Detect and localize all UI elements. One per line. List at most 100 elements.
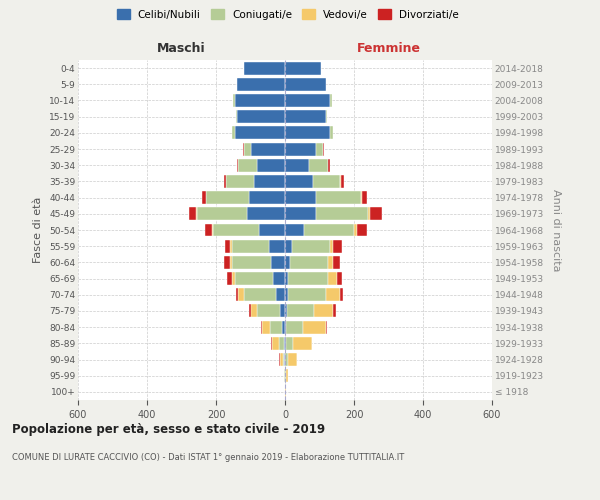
Bar — [313, 175, 340, 188]
Bar — [330, 126, 334, 140]
Bar — [328, 256, 334, 269]
Bar — [232, 256, 271, 269]
Bar — [285, 208, 316, 220]
Bar — [232, 272, 235, 285]
Bar — [284, 337, 285, 350]
Bar — [236, 110, 285, 123]
Bar — [285, 126, 330, 140]
Bar — [271, 256, 285, 269]
Bar — [242, 142, 244, 156]
Bar — [224, 240, 230, 252]
Bar — [285, 142, 316, 156]
Bar — [287, 304, 314, 318]
Bar — [270, 320, 282, 334]
Text: COMUNE DI LURATE CACCIVIO (CO) - Dati ISTAT 1° gennaio 2019 - Elaborazione TUTTI: COMUNE DI LURATE CACCIVIO (CO) - Dati IS… — [12, 452, 404, 462]
Bar — [257, 304, 280, 318]
Bar — [230, 240, 232, 252]
Bar — [290, 256, 328, 269]
Bar — [334, 304, 336, 318]
Bar — [259, 224, 285, 236]
Bar — [285, 94, 330, 107]
Bar — [190, 208, 196, 220]
Bar — [326, 320, 328, 334]
Bar — [304, 224, 354, 236]
Bar — [285, 256, 290, 269]
Bar — [316, 208, 368, 220]
Bar — [326, 288, 340, 301]
Bar — [251, 304, 257, 318]
Bar — [285, 369, 286, 382]
Bar — [196, 208, 197, 220]
Bar — [244, 142, 251, 156]
Bar — [368, 208, 370, 220]
Bar — [230, 256, 232, 269]
Bar — [285, 78, 326, 91]
Bar — [236, 288, 238, 301]
Bar — [247, 208, 285, 220]
Bar — [334, 256, 340, 269]
Bar — [285, 110, 326, 123]
Bar — [357, 224, 367, 236]
Bar — [285, 288, 288, 301]
Bar — [303, 320, 326, 334]
Bar — [370, 208, 382, 220]
Bar — [244, 62, 285, 74]
Bar — [269, 240, 285, 252]
Text: Popolazione per età, sesso e stato civile - 2019: Popolazione per età, sesso e stato civil… — [12, 422, 325, 436]
Bar — [326, 110, 328, 123]
Bar — [330, 240, 334, 252]
Bar — [257, 159, 285, 172]
Bar — [285, 320, 286, 334]
Bar — [341, 175, 344, 188]
Bar — [202, 191, 206, 204]
Bar — [236, 78, 285, 91]
Y-axis label: Fasce di età: Fasce di età — [34, 197, 43, 263]
Bar — [277, 288, 285, 301]
Bar — [309, 159, 328, 172]
Bar — [227, 272, 232, 285]
Bar — [285, 224, 304, 236]
Bar — [289, 272, 328, 285]
Bar — [328, 159, 329, 172]
Bar — [235, 94, 285, 107]
Bar — [238, 288, 244, 301]
Bar — [262, 320, 270, 334]
Bar — [212, 224, 259, 236]
Bar — [286, 320, 303, 334]
Bar — [354, 224, 357, 236]
Bar — [361, 191, 362, 204]
Bar — [330, 94, 332, 107]
Bar — [254, 175, 285, 188]
Bar — [285, 337, 286, 350]
Bar — [232, 126, 235, 140]
Bar — [311, 337, 312, 350]
Bar — [362, 191, 367, 204]
Bar — [293, 337, 311, 350]
Bar — [286, 353, 288, 366]
Bar — [233, 94, 235, 107]
Bar — [292, 240, 330, 252]
Bar — [284, 353, 285, 366]
Y-axis label: Anni di nascita: Anni di nascita — [551, 188, 560, 271]
Bar — [205, 224, 212, 236]
Bar — [280, 353, 283, 366]
Bar — [224, 175, 226, 188]
Bar — [340, 175, 341, 188]
Bar — [237, 159, 238, 172]
Legend: Celibi/Nubili, Coniugati/e, Vedovi/e, Divorziati/e: Celibi/Nubili, Coniugati/e, Vedovi/e, Di… — [113, 5, 463, 24]
Bar — [314, 304, 334, 318]
Bar — [232, 240, 269, 252]
Bar — [260, 320, 262, 334]
Bar — [285, 191, 316, 204]
Bar — [285, 175, 313, 188]
Bar — [224, 256, 230, 269]
Bar — [279, 337, 284, 350]
Bar — [206, 191, 249, 204]
Text: Femmine: Femmine — [356, 42, 421, 55]
Bar — [285, 272, 289, 285]
Bar — [328, 272, 337, 285]
Bar — [271, 337, 272, 350]
Bar — [244, 288, 277, 301]
Bar — [238, 159, 257, 172]
Bar — [316, 191, 361, 204]
